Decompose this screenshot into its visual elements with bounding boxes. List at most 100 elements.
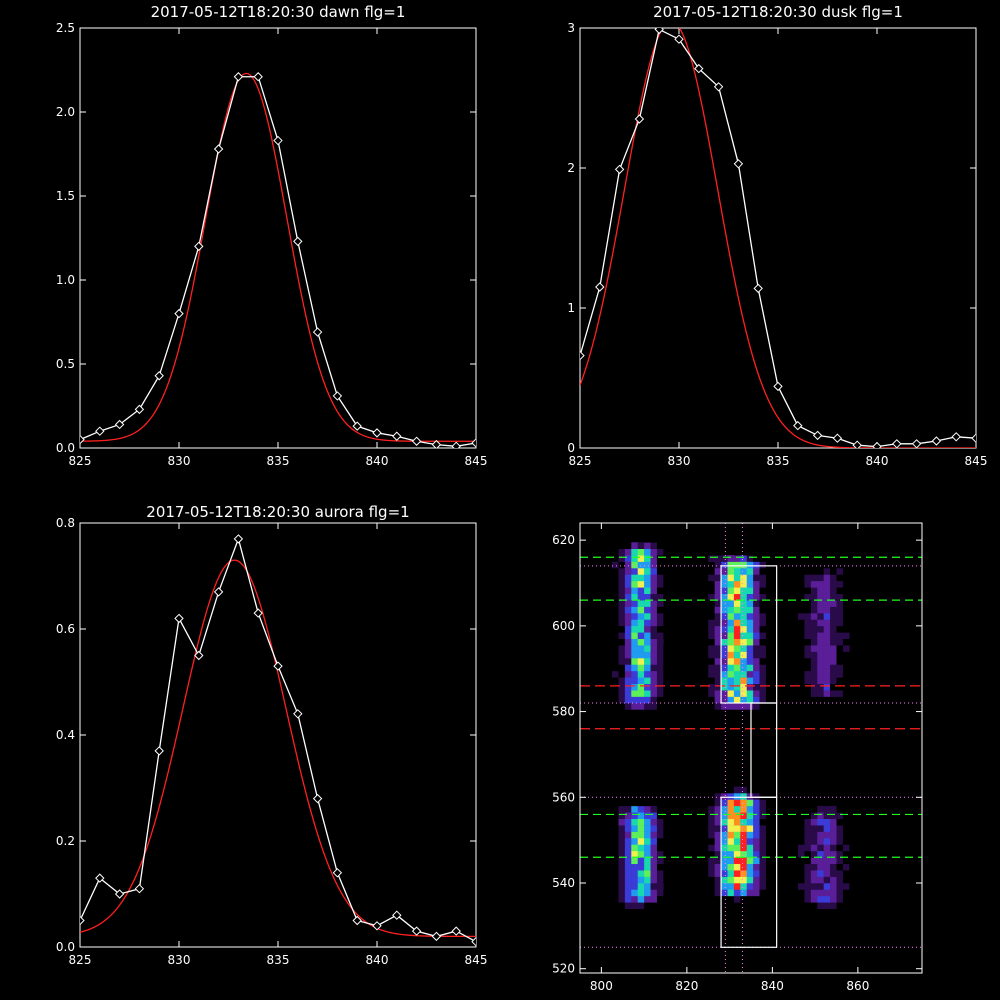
heatmap-cell (772, 883, 780, 890)
heatmap-cell (862, 664, 869, 672)
heatmap-cell (830, 548, 837, 556)
heatmap-cell (887, 542, 895, 550)
heatmap-cell (894, 921, 901, 929)
heatmap-cell (695, 728, 703, 736)
heatmap-cell (650, 966, 658, 973)
heatmap-cell (887, 793, 895, 800)
heatmap-cell (669, 902, 677, 910)
heatmap-cell (676, 780, 683, 787)
heatmap-cell (798, 638, 805, 646)
heatmap-cell (624, 799, 632, 807)
heatmap-cell (701, 947, 709, 955)
heatmap-cell (682, 754, 690, 762)
heatmap-cell (605, 632, 613, 640)
heatmap-cell (656, 812, 664, 820)
heatmap-cell (644, 825, 651, 832)
heatmap-cell (721, 651, 728, 659)
heatmap-cell (656, 844, 664, 852)
heatmap-cell (842, 889, 850, 897)
heatmap-cell (656, 568, 664, 575)
heatmap-cell (695, 831, 703, 839)
heatmap-cell (701, 754, 709, 762)
heatmap-cell (823, 780, 831, 787)
heatmap-cell (874, 883, 882, 890)
heatmap-cell (612, 670, 619, 678)
heatmap-cell (791, 799, 799, 807)
heatmap-cell (714, 606, 722, 614)
heatmap-cell (714, 735, 722, 742)
heatmap-cell (913, 677, 921, 685)
data-point (312, 793, 323, 804)
heatmap-cell (599, 812, 606, 820)
heatmap-cell (721, 728, 728, 736)
heatmap-cell (605, 960, 613, 967)
heatmap-cell (714, 696, 722, 704)
heatmap-cell (740, 600, 748, 607)
heatmap-cell (624, 561, 632, 569)
heatmap-cell (631, 818, 639, 826)
heatmap-cell (708, 696, 715, 704)
heatmap-cell (740, 812, 748, 820)
heatmap-cell (887, 818, 895, 826)
heatmap-cell (644, 548, 651, 556)
heatmap-cell (778, 587, 786, 595)
heatmap-cell (656, 754, 664, 762)
heatmap-cell (586, 799, 594, 807)
heatmap-cell (823, 580, 831, 588)
heatmap-cell (791, 889, 799, 897)
heatmap-cell (881, 825, 889, 832)
heatmap-cell (612, 947, 619, 955)
heatmap-cell (644, 722, 651, 730)
heatmap-cell (919, 805, 922, 813)
heatmap-cell (907, 902, 914, 910)
heatmap-cell (580, 587, 587, 595)
heatmap-cell (836, 625, 844, 633)
heatmap-cell (823, 825, 831, 832)
heatmap-cell (849, 715, 857, 723)
heatmap-cell (823, 670, 831, 678)
heatmap-cell (612, 677, 619, 685)
heatmap-cell (836, 863, 844, 871)
heatmap-cell (753, 529, 760, 537)
heatmap-cell (842, 921, 850, 929)
heatmap-cell (855, 548, 863, 556)
heatmap-cell (644, 703, 651, 710)
heatmap-cell (874, 960, 882, 967)
heatmap-cell (721, 818, 728, 826)
heatmap-cell (842, 664, 850, 672)
heatmap-cell (650, 645, 658, 652)
heatmap-cell (791, 870, 799, 877)
heatmap-cell (868, 947, 876, 955)
heatmap-cell (894, 715, 901, 723)
heatmap-cell (586, 857, 594, 865)
heatmap-cell (650, 587, 658, 595)
heatmap-cell (708, 780, 715, 787)
data-point (892, 439, 902, 448)
heatmap-cell (900, 870, 908, 877)
heatmap-cell (823, 857, 831, 865)
heatmap-cell (907, 593, 914, 601)
heatmap-cell (868, 953, 876, 961)
heatmap-cell (804, 780, 812, 787)
heatmap-cell (791, 825, 799, 832)
heatmap-cell (881, 870, 889, 877)
heatmap-cell (721, 696, 728, 704)
heatmap-cell (708, 928, 715, 935)
heatmap-cell (631, 568, 639, 575)
heatmap-cell (650, 703, 658, 710)
heatmap-cell (907, 574, 914, 582)
heatmap-cell (810, 658, 818, 665)
heatmap-cell (798, 645, 805, 652)
heatmap-cell (656, 613, 664, 620)
heatmap-cell (874, 696, 882, 704)
heatmap-cell (823, 863, 831, 871)
heatmap-cell (637, 838, 645, 845)
heatmap-cell (907, 625, 914, 633)
heatmap-cell (656, 625, 664, 633)
heatmap-cell (637, 889, 645, 897)
heatmap-cell (753, 908, 760, 916)
heatmap-cell (836, 561, 844, 569)
heatmap-cell (624, 683, 632, 691)
heatmap-cell (830, 883, 837, 890)
heatmap-cell (618, 606, 626, 614)
